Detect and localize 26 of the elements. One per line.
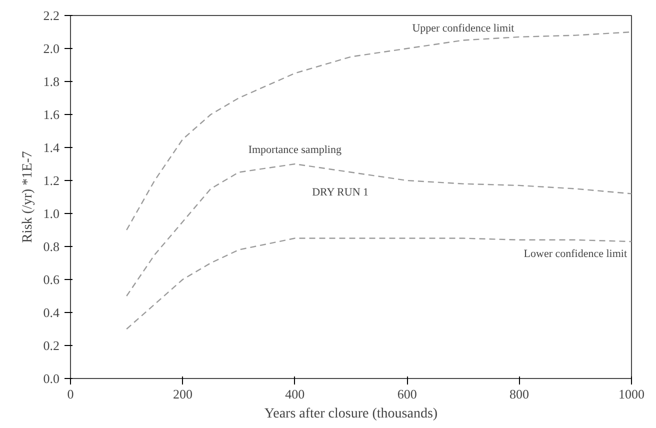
x-tick-label: 200 bbox=[172, 386, 192, 402]
y-axis-title: Risk (/yr) *1E-7 bbox=[20, 151, 36, 243]
line-series bbox=[126, 238, 632, 330]
y-tick-label: 0.4 bbox=[43, 305, 60, 320]
y-tick-label: 1.4 bbox=[43, 140, 60, 155]
x-tick-label: 400 bbox=[285, 386, 305, 402]
series-label: Importance sampling bbox=[248, 144, 342, 156]
y-tick-label: 1.6 bbox=[43, 107, 60, 122]
x-tick-label: 600 bbox=[397, 386, 417, 402]
x-tick-label: 1000 bbox=[618, 386, 644, 402]
x-tick-label: 0 bbox=[67, 386, 74, 402]
y-tick-label: 0.0 bbox=[43, 371, 60, 386]
x-tick-label: 800 bbox=[510, 386, 530, 402]
text: DRY RUN 1 bbox=[312, 186, 369, 198]
y-tick-label: 0.2 bbox=[43, 338, 60, 353]
series-label: Lower confidence limit bbox=[524, 248, 628, 260]
y-tick-label: 1.0 bbox=[43, 206, 60, 221]
y-tick-label: 1.2 bbox=[43, 173, 60, 188]
series-label: Upper confidence limit bbox=[412, 22, 514, 34]
y-tick-label: 1.8 bbox=[43, 74, 60, 89]
y-tick-label: 2.2 bbox=[43, 8, 60, 23]
line-series bbox=[126, 163, 632, 297]
y-tick-label: 2.0 bbox=[43, 41, 60, 56]
y-tick-label: 0.6 bbox=[43, 272, 60, 287]
x-axis-title: Years after closure (thousands) bbox=[264, 406, 438, 422]
y-tick-label: 0.8 bbox=[43, 239, 60, 254]
